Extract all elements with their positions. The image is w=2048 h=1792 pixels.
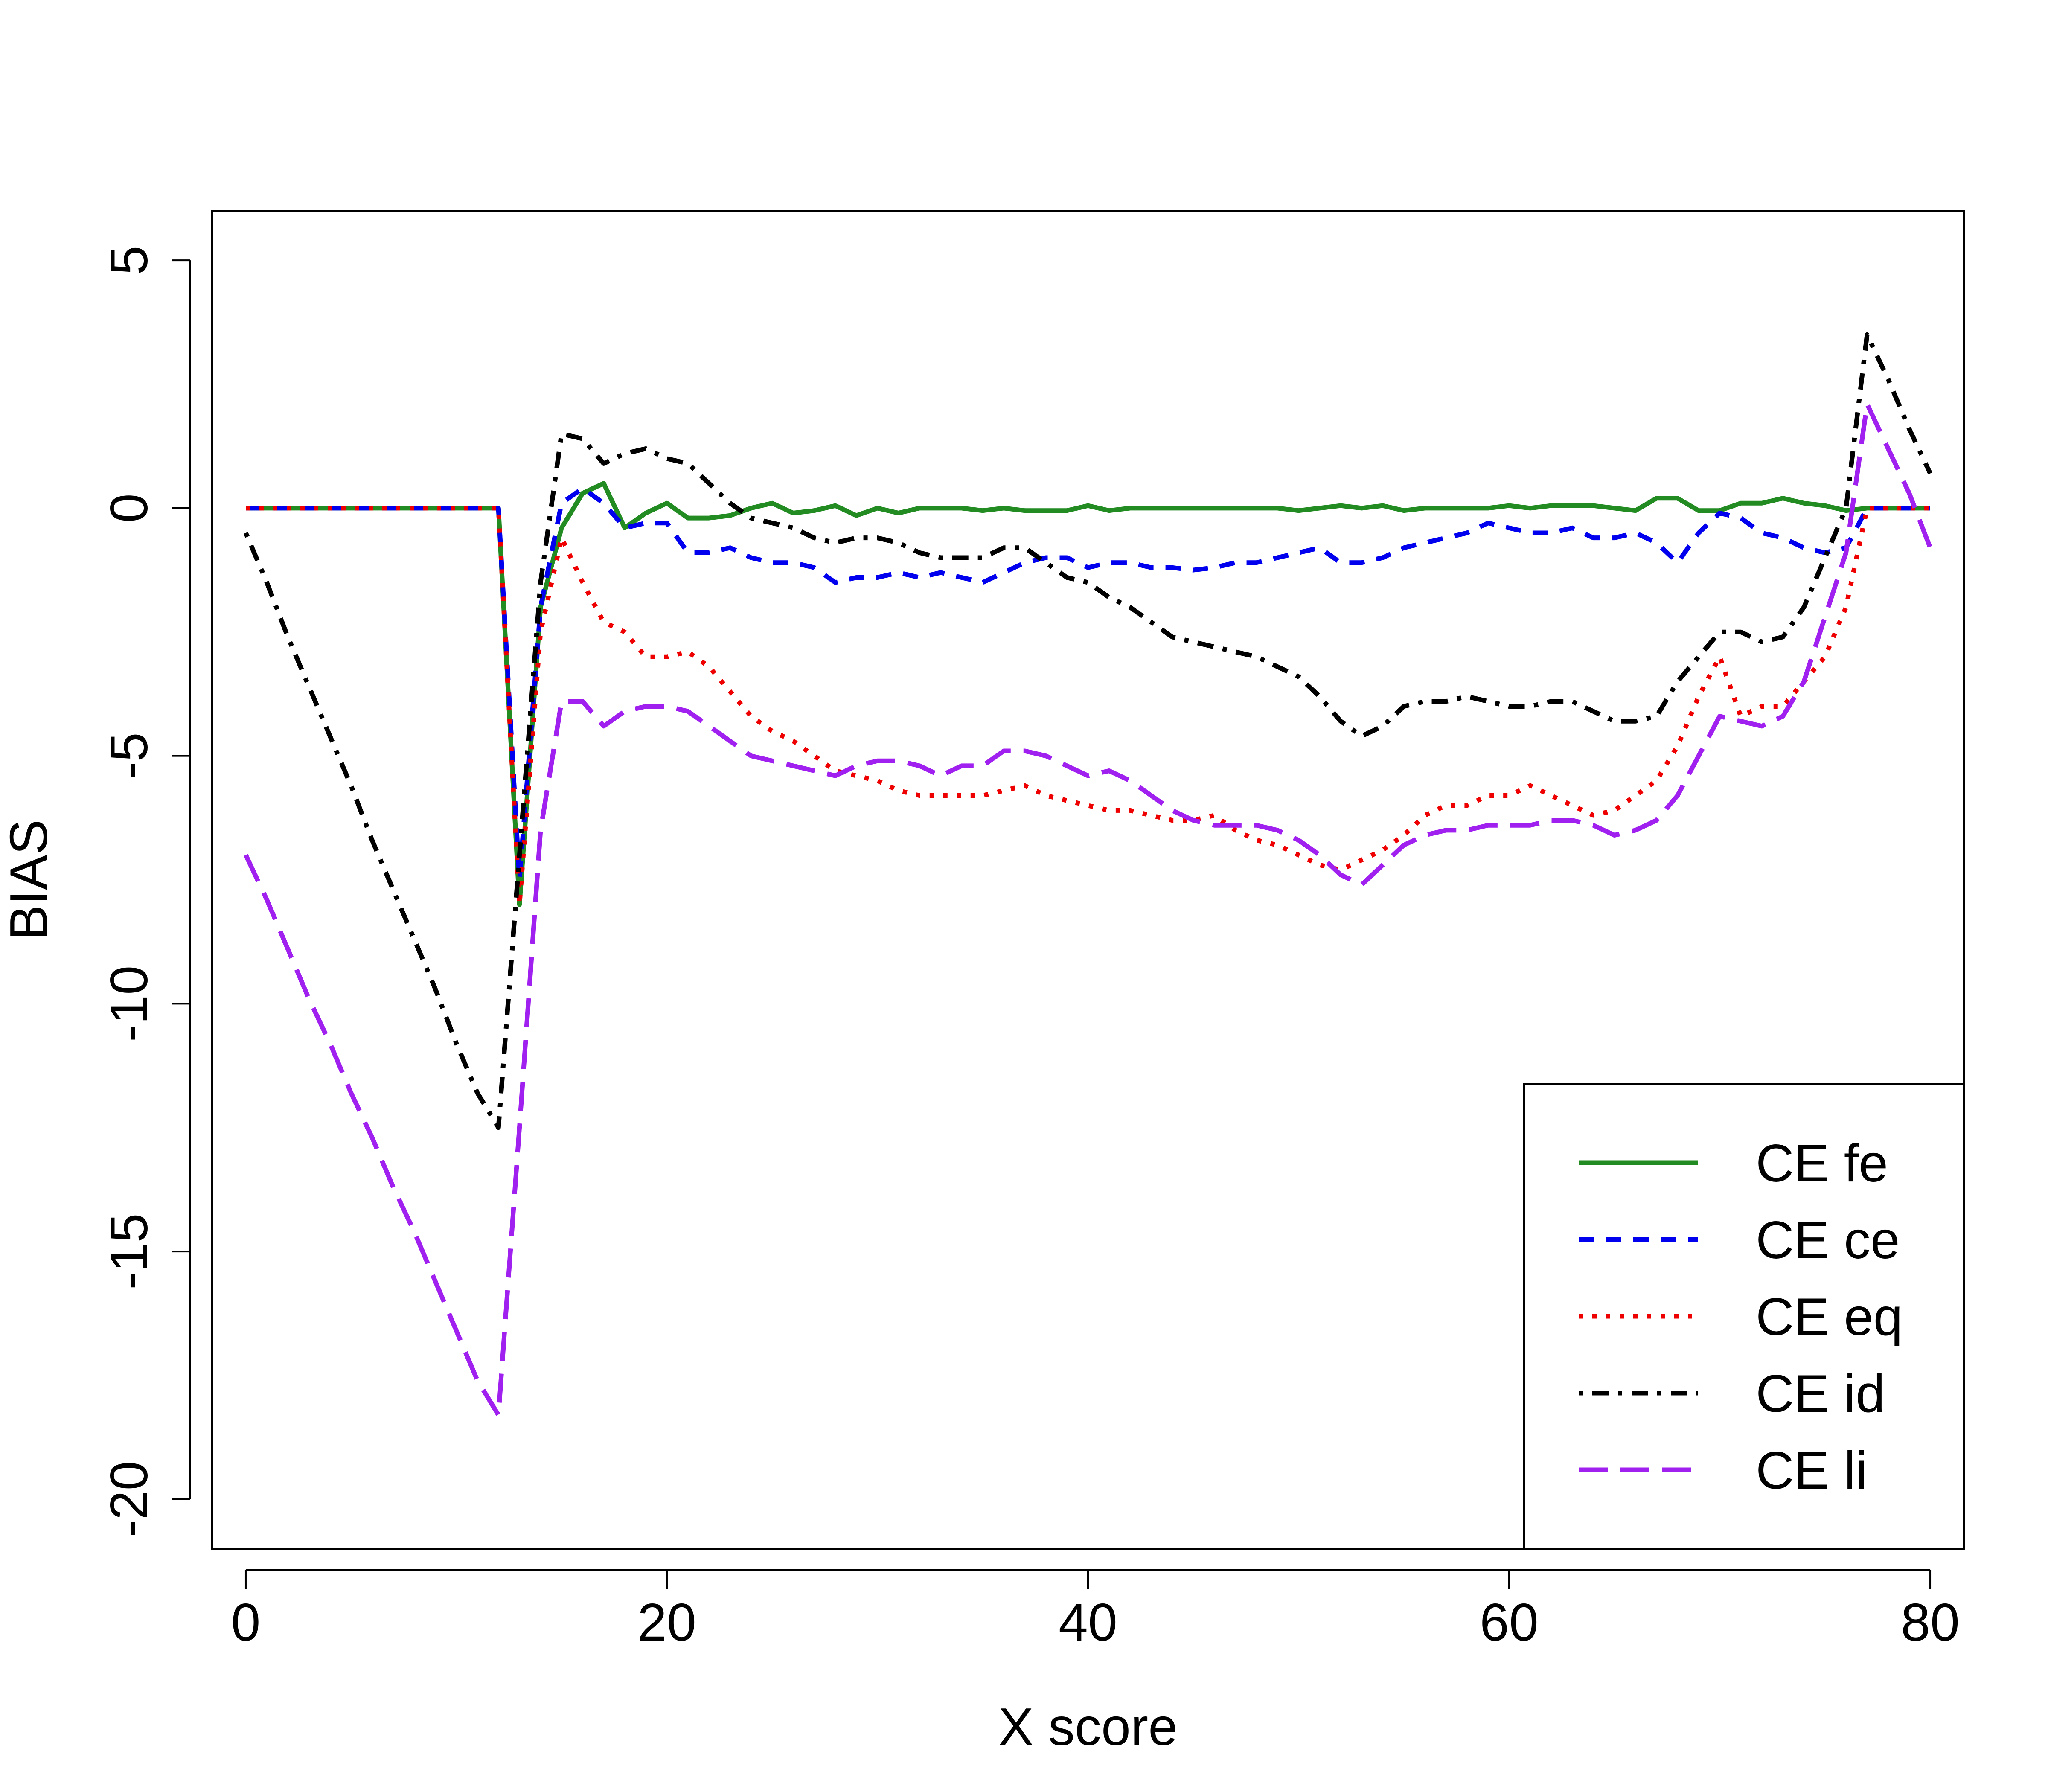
series-layer	[243, 332, 1933, 1417]
legend: CE fe CE ce CE eq CE id CE li	[1523, 1083, 1965, 1550]
series-line-ce-eq	[246, 506, 1930, 907]
y-tick-label: 5	[100, 246, 159, 275]
legend-label: CE li	[1756, 1441, 1868, 1500]
x-axis: 0 20 40 60 80	[231, 1569, 1960, 1652]
y-tick-label: 0	[100, 493, 159, 523]
x-tick-label: 80	[1901, 1593, 1960, 1652]
series-line-ce-fe	[246, 481, 1930, 907]
y-axis-label: BIAS	[0, 820, 58, 940]
y-tick-label: -20	[100, 1461, 159, 1537]
series-line-ce-li	[244, 401, 1933, 1417]
y-tick-label: -15	[100, 1213, 159, 1289]
x-tick-label: 20	[637, 1593, 696, 1652]
y-axis: -20 -15 -10 -5 0 5	[100, 246, 191, 1538]
legend-label: CE fe	[1756, 1134, 1888, 1193]
x-axis-label: X score	[998, 1698, 1178, 1757]
y-tick-label: -5	[100, 732, 159, 779]
y-tick-label: -10	[100, 966, 159, 1042]
legend-label: CE eq	[1756, 1288, 1903, 1347]
legend-label: CE ce	[1756, 1211, 1900, 1270]
legend-label: CE id	[1756, 1364, 1885, 1423]
plot-frame	[211, 210, 1965, 1550]
x-tick-label: 40	[1059, 1593, 1117, 1652]
x-tick-label: 0	[231, 1593, 260, 1652]
x-tick-label: 60	[1480, 1593, 1539, 1652]
series-line-ce-id	[243, 332, 1932, 1130]
